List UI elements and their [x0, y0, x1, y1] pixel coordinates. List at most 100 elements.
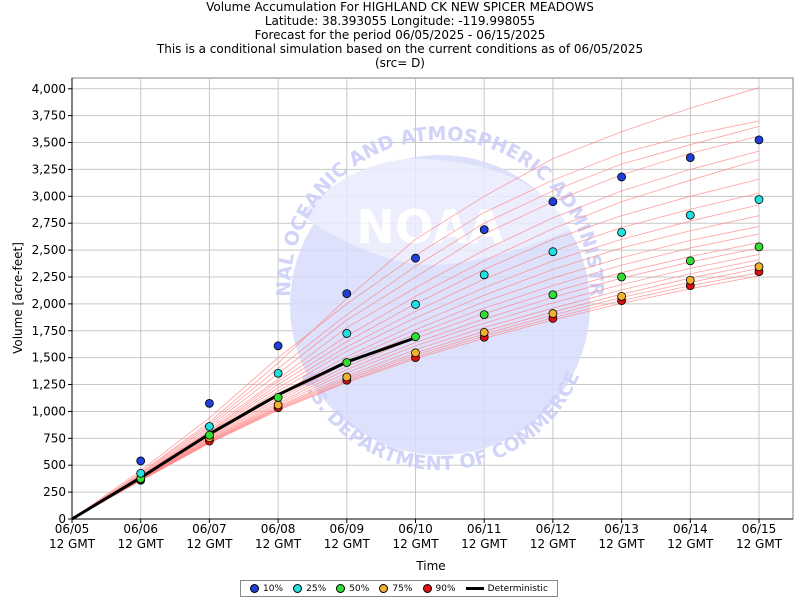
x-tick-label-date: 06/11 — [467, 522, 502, 536]
point-10pct — [548, 197, 558, 207]
point-50pct — [204, 430, 214, 440]
point-75pct — [685, 275, 695, 285]
point-75pct — [411, 348, 420, 358]
y-tick-label: 250 — [43, 485, 66, 499]
x-tick-label-date: 06/14 — [673, 522, 708, 536]
legend-label: 90% — [435, 583, 456, 594]
point-50pct — [754, 242, 764, 252]
x-tick-label-time: 12 GMT — [599, 537, 646, 551]
x-tick-label-time: 12 GMT — [118, 537, 165, 551]
x-tick-label-time: 12 GMT — [667, 537, 714, 551]
legend-swatch — [293, 584, 303, 593]
x-tick-label-time: 12 GMT — [186, 537, 233, 551]
x-tick-label-time: 12 GMT — [530, 537, 577, 551]
point-25pct — [548, 247, 558, 257]
point-50pct — [273, 393, 283, 402]
legend-label: Deterministic — [487, 583, 548, 594]
legend-item-75: 75% — [379, 584, 412, 594]
chart-location: Latitude: 38.393055 Longitude: -119.9980… — [264, 14, 536, 28]
point-25pct — [754, 195, 764, 204]
point-10pct — [411, 253, 420, 263]
ensemble-trace-line — [72, 150, 760, 519]
y-tick-label: 3,000 — [32, 189, 66, 203]
point-25pct — [479, 270, 489, 280]
y-tick-label: 2,000 — [32, 297, 66, 311]
chart-title: Volume Accumulation For HIGHLAND CK NEW … — [206, 0, 594, 14]
y-tick-label: 3,250 — [32, 162, 66, 176]
point-50pct — [548, 290, 558, 300]
point-25pct — [685, 210, 695, 220]
x-axis-label: Time — [415, 559, 445, 573]
y-axis-label: Volume [acre-feet] — [11, 242, 25, 354]
chart-source: (src= D) — [375, 56, 425, 70]
y-tick-label: 4,000 — [32, 82, 66, 96]
ensemble-trace-line — [72, 159, 760, 519]
legend-item-10: 10% — [250, 584, 283, 594]
x-tick-label-time: 12 GMT — [255, 537, 302, 551]
point-10pct — [479, 225, 489, 235]
y-tick-label: 3,750 — [32, 109, 66, 123]
noaa-logo-bird — [300, 158, 570, 266]
point-25pct — [273, 368, 283, 378]
legend-label: 75% — [392, 583, 413, 594]
point-25pct — [136, 468, 146, 478]
percentile-points — [136, 135, 764, 485]
point-10pct — [754, 135, 764, 145]
point-25pct — [204, 422, 214, 431]
point-50pct — [411, 332, 420, 342]
y-tick-label: 1,500 — [32, 351, 66, 365]
x-tick-label-date: 06/10 — [398, 522, 433, 536]
point-25pct — [342, 329, 352, 338]
y-tick-label: 750 — [43, 431, 66, 445]
x-tick-label-date: 06/12 — [536, 522, 571, 536]
legend-swatch — [250, 584, 260, 593]
legend-swatch — [465, 587, 484, 590]
ensemble-trace-line — [72, 254, 760, 519]
y-tick-label: 1,250 — [32, 378, 66, 392]
point-75pct — [342, 372, 352, 382]
x-tick-label-time: 12 GMT — [324, 537, 371, 551]
x-tick-label-time: 12 GMT — [736, 537, 783, 551]
noaa-logo-text: NOAA — [356, 200, 504, 254]
point-75pct — [754, 262, 764, 272]
ensemble-trace-line — [72, 126, 760, 519]
point-50pct — [685, 256, 695, 266]
deterministic-series — [71, 336, 416, 521]
x-tick-label-date: 06/07 — [192, 522, 227, 536]
legend-swatch — [379, 584, 389, 593]
point-75pct — [548, 309, 558, 318]
point-25pct — [617, 227, 626, 237]
point-50pct — [342, 358, 352, 367]
legend-item-25: 25% — [293, 584, 326, 594]
x-tick-label-time: 12 GMT — [392, 537, 439, 551]
y-tick-label: 0 — [58, 512, 66, 526]
legend-label: 25% — [306, 583, 327, 594]
chart-period: Forecast for the period 06/05/2025 - 06/… — [254, 28, 546, 42]
legend-swatch — [422, 584, 432, 593]
y-tick-label: 1,000 — [32, 404, 66, 418]
y-tick-label: 500 — [43, 458, 66, 472]
x-tick-label-date: 06/06 — [123, 522, 158, 536]
point-25pct — [411, 300, 420, 309]
legend-label: 10% — [263, 583, 284, 594]
deterministic-line — [71, 336, 416, 521]
x-tick-label-date: 06/09 — [330, 522, 365, 536]
point-50pct — [617, 272, 626, 282]
point-10pct — [204, 398, 214, 408]
point-10pct — [136, 456, 146, 466]
x-tick-label-date: 06/05 — [55, 522, 90, 536]
point-10pct — [617, 172, 626, 182]
x-tick-label-time: 12 GMT — [49, 537, 96, 551]
point-75pct — [617, 291, 626, 301]
y-tick-label: 2,250 — [32, 270, 66, 284]
x-tick-label-date: 06/13 — [604, 522, 639, 536]
legend-item-deterministic: Deterministic — [465, 583, 548, 594]
x-tick-label-date: 06/08 — [261, 522, 296, 536]
y-tick-label: 2,750 — [32, 216, 66, 230]
y-tick-label: 2,500 — [32, 243, 66, 257]
legend-label: 50% — [349, 583, 370, 594]
legend-item-90: 90% — [422, 583, 456, 594]
legend-item-50: 50% — [336, 584, 369, 594]
point-75pct — [479, 327, 489, 337]
